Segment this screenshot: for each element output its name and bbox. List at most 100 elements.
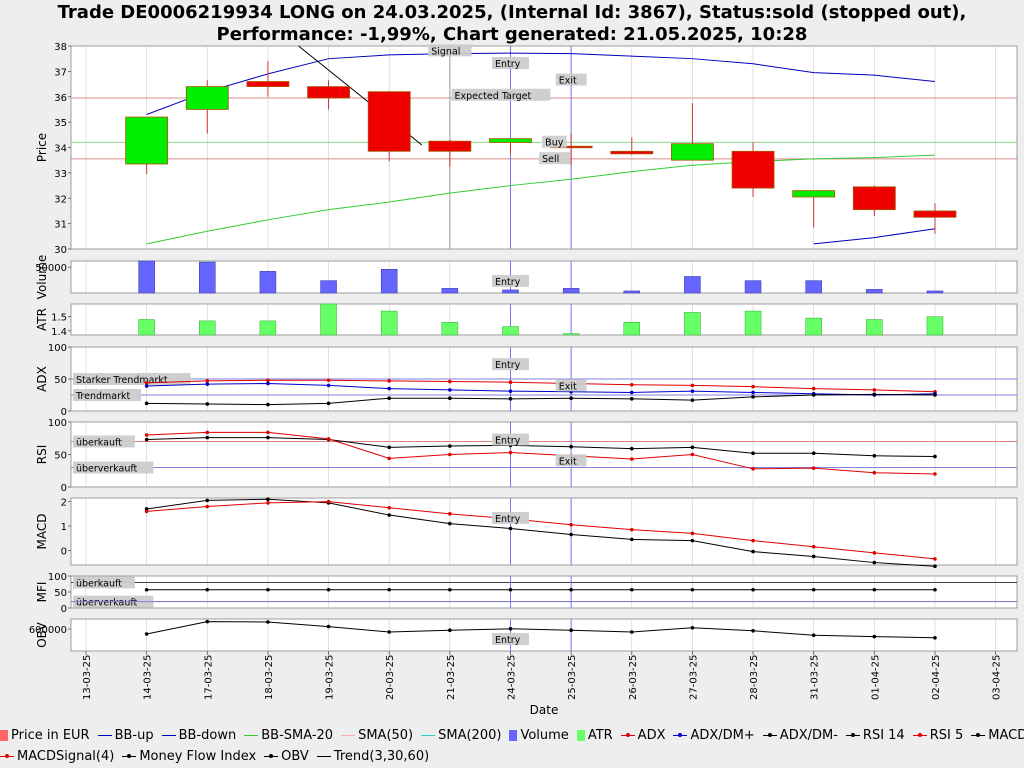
adx-series-line-point xyxy=(266,402,270,407)
legend-row: MACDSignal(4) Money Flow Index OBV Trend(3,… xyxy=(0,746,1024,767)
price-annotation: Exit xyxy=(559,76,577,87)
adx-series-line-point xyxy=(144,401,149,406)
legend-label: OBV xyxy=(281,749,309,764)
obv-line-point xyxy=(448,628,452,632)
adx-series-line xyxy=(146,379,935,393)
macd-series-line-point xyxy=(569,532,573,537)
rsi-hline-label-bg xyxy=(73,461,154,474)
rsi-hline-label: überverkauft xyxy=(76,464,138,475)
rsi-hline-label: überkauft xyxy=(76,438,122,449)
legend-item: Money Flow Index xyxy=(122,749,256,764)
adx-series-line-point xyxy=(751,390,755,395)
atr-ytick-label: 1.4 xyxy=(51,327,67,338)
adx-hline-label-bg xyxy=(73,389,141,401)
adx-annotation: Exit xyxy=(559,381,577,392)
x-tick-label: 02-04-25 xyxy=(931,655,942,700)
atr-bar xyxy=(259,320,277,336)
bb-down-line xyxy=(813,228,936,245)
adx-annotation: Entry xyxy=(495,360,521,371)
candle-body xyxy=(307,86,350,99)
legend-swatch xyxy=(421,735,436,736)
x-tick-label: 03-04-25 xyxy=(992,655,1003,700)
rsi-series-line-point xyxy=(326,437,331,441)
rsi-series-line-point xyxy=(872,454,877,458)
rsi-ytick-label: 50 xyxy=(54,451,67,462)
legend-swatch xyxy=(845,730,860,741)
adx-series-line-point xyxy=(872,388,877,392)
rsi-series-line xyxy=(146,431,935,475)
legend-label: ADX/DM+ xyxy=(690,728,755,743)
atr-bar xyxy=(866,319,883,336)
obv-line-point xyxy=(266,620,270,624)
macd-series-line-point xyxy=(811,554,816,559)
atr-bar xyxy=(684,312,701,336)
macd-series-line-point xyxy=(690,531,695,536)
obv-line-point xyxy=(387,630,392,634)
macd-series-line-point xyxy=(751,538,755,543)
obv-line-point xyxy=(690,626,695,630)
chart-title-line-1: Trade DE0006219934 LONG on 24.03.2025, (… xyxy=(57,2,967,23)
rsi-annotation: Entry xyxy=(495,436,521,447)
macd-series-line-point xyxy=(629,527,634,532)
volume-annotation: Entry xyxy=(495,277,521,288)
mfi-hline-label: überverkauft xyxy=(76,598,138,609)
adx-series-line-point xyxy=(266,378,270,383)
obv-line-point xyxy=(569,628,573,632)
price-annotation: Buy xyxy=(545,138,564,149)
mfi-ytick-label: 100 xyxy=(48,572,67,583)
rsi-series-line-point xyxy=(933,472,937,476)
adx-hline-label: Starker Trendmarkt xyxy=(76,375,168,386)
legend-swatch xyxy=(341,735,356,736)
mfi-line-point xyxy=(508,587,513,592)
candle-body xyxy=(792,190,836,198)
candle-body xyxy=(185,86,229,110)
rsi-series-line xyxy=(146,437,935,457)
rsi-series-line-point xyxy=(629,457,634,461)
legend-label: Trend(3,30,60) xyxy=(333,749,430,764)
adx-series-line-point xyxy=(629,397,634,401)
price-ytick-label: 31 xyxy=(54,220,67,231)
obv-annotation: Entry xyxy=(495,635,521,646)
rsi-series-line-point xyxy=(872,470,877,475)
legend-label: MACDSignal(4) xyxy=(17,749,115,764)
rsi-series-line-point xyxy=(448,452,452,457)
legend-label: BB-down xyxy=(178,728,237,743)
obv-line-point xyxy=(872,634,877,639)
bb-sma20-line xyxy=(146,154,935,245)
adx-series-line-point xyxy=(933,393,937,397)
adx-annotation-bg xyxy=(555,379,587,392)
legend-label: MACD(5,13) xyxy=(988,728,1024,743)
x-tick-label: 28-03-25 xyxy=(749,655,760,700)
rsi-series-line-point xyxy=(387,445,392,450)
legend-swatch xyxy=(122,751,137,762)
adx-series-line-point xyxy=(326,401,331,406)
obv-line-point xyxy=(205,619,210,624)
price-annotation-bg xyxy=(542,135,567,148)
price-annotation-bg xyxy=(539,152,570,165)
price-annotation: Expected Target xyxy=(454,91,531,102)
adx-series-line-point xyxy=(448,379,452,384)
legend-item: MACDSignal(4) xyxy=(0,749,114,764)
price-ytick-label: 34 xyxy=(54,144,67,155)
legend-swatch xyxy=(0,751,14,762)
candle-body xyxy=(671,143,714,161)
legend-swatch xyxy=(509,730,518,741)
atr-bar xyxy=(805,317,822,336)
adx-series-line-point xyxy=(326,378,331,383)
rsi-ylabel: RSI xyxy=(35,445,49,465)
legend-item: SMA(50) xyxy=(341,728,413,743)
legend-item: MACD(5,13) xyxy=(971,728,1024,743)
price-ylabel: Price xyxy=(35,133,49,162)
adx-series-line-point xyxy=(205,402,210,406)
rsi-annotation-bg xyxy=(555,454,587,467)
adx-series-line-point xyxy=(387,396,392,401)
mfi-line-point xyxy=(205,587,210,592)
legend-item: RSI 5 xyxy=(912,728,963,743)
mfi-line-point xyxy=(144,587,149,592)
atr-bar xyxy=(502,326,519,336)
x-tick-label: 26-03-25 xyxy=(628,655,639,700)
mfi-hline-label: überkauft xyxy=(76,578,122,589)
x-axis-label: Date xyxy=(530,703,559,717)
x-tick-label: 24-03-25 xyxy=(506,655,517,700)
mfi-line-point xyxy=(629,587,634,592)
